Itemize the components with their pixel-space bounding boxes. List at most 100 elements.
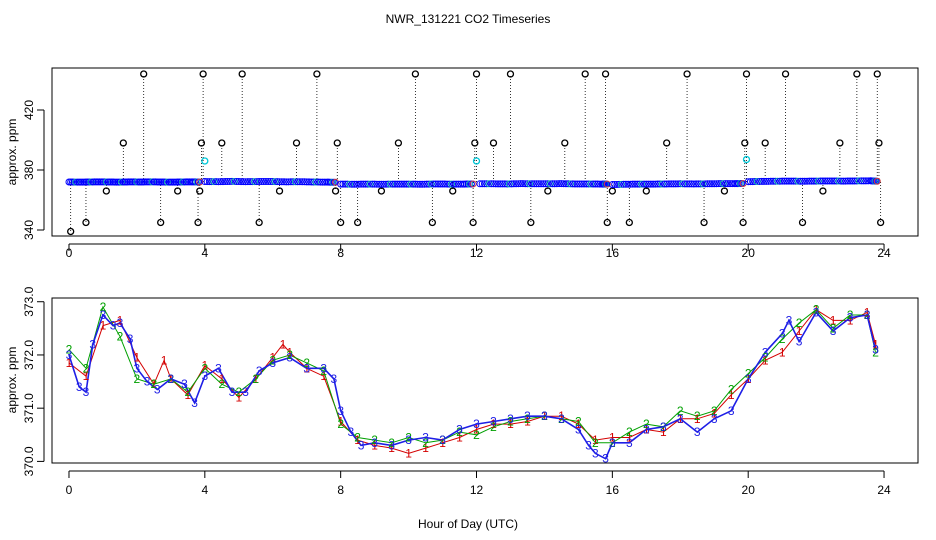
baseline-point: [492, 180, 500, 188]
x-tick-label: 8: [337, 483, 344, 497]
baseline-point: [683, 180, 691, 188]
baseline-point: [573, 180, 581, 188]
series-1-point: 1: [575, 417, 582, 431]
y-tick-label: 372.0: [22, 340, 36, 370]
series-2-point: 2: [286, 348, 293, 362]
baseline-point: [208, 178, 216, 186]
x-tick-label: 16: [606, 483, 620, 497]
series-2-point: 2: [405, 430, 412, 444]
series-2-point: 2: [694, 409, 701, 423]
baseline-point: [414, 180, 422, 188]
baseline-point: [452, 180, 460, 188]
baseline-point: [842, 177, 850, 185]
series-1-point: 1: [507, 417, 514, 431]
baseline-point: [255, 178, 263, 186]
baseline-point: [521, 180, 529, 188]
baseline-point: [566, 180, 574, 188]
series-1-point: 1: [779, 345, 786, 359]
series-2-point: 2: [388, 436, 395, 450]
baseline-point: [669, 180, 677, 188]
baseline-point: [314, 178, 322, 186]
baseline-point: [321, 178, 329, 186]
baseline-point: [510, 180, 518, 188]
series-3-point: 3: [269, 356, 276, 370]
spike-point: [196, 187, 204, 195]
baseline-point: [789, 177, 797, 185]
spike-point: [313, 70, 321, 78]
series-2-point: 2: [558, 412, 565, 426]
series-1-point: 1: [422, 441, 429, 455]
baseline-point: [280, 178, 288, 186]
series-3-point: 3: [127, 332, 134, 346]
baseline-point: [873, 177, 881, 185]
series-1-line: [68, 309, 876, 454]
spike-point: [292, 139, 301, 147]
baseline-point: [708, 180, 716, 188]
spike-point: [489, 139, 498, 147]
top-panel: 0 4 8 12 16 20 24 340 380 420: [22, 67, 919, 260]
baseline-point: [226, 177, 234, 185]
series-2-point: 2: [864, 308, 871, 322]
baseline-point: [629, 180, 637, 188]
baseline-point: [853, 177, 861, 185]
baseline-point: [654, 180, 662, 188]
series-2-point: 2: [456, 425, 463, 439]
baseline-point: [210, 178, 218, 186]
baseline-point: [278, 178, 286, 186]
baseline-point: [235, 178, 243, 186]
baseline-point: [749, 178, 757, 186]
baseline-point: [514, 180, 522, 188]
top-y-axis-label: approx. ppm: [5, 119, 19, 186]
spike-point: [394, 139, 403, 147]
series-1-point: 1: [100, 319, 107, 333]
series-3-point: 3: [745, 372, 752, 386]
baseline-point: [411, 180, 419, 188]
series-3-point: 3: [242, 385, 249, 399]
baseline-point: [476, 180, 484, 188]
spike-point: [82, 218, 90, 227]
baseline-point: [560, 180, 568, 188]
baseline-point: [758, 177, 766, 185]
series-3-point: 3: [456, 422, 463, 436]
baseline-point: [285, 178, 293, 186]
series-2-point: 2: [269, 353, 276, 367]
baseline-point: [692, 180, 700, 188]
baseline-point: [710, 180, 718, 188]
series-2-point: 2: [117, 329, 124, 343]
baseline-point: [651, 180, 659, 188]
baseline-point: [587, 180, 595, 188]
series-1-point: 1: [830, 313, 837, 327]
baseline-point: [517, 180, 525, 188]
spike-point: [197, 139, 206, 147]
baseline-point: [681, 180, 689, 188]
baseline-point: [844, 177, 852, 185]
baseline-point: [436, 180, 444, 188]
series-2-point: 2: [779, 332, 786, 346]
x-tick-label: 12: [470, 483, 484, 497]
series-3-point: 3: [405, 433, 412, 447]
baseline-point: [519, 180, 527, 188]
series-3-point: 3: [144, 375, 151, 389]
baseline-point: [799, 177, 807, 185]
spike-point: [119, 139, 127, 147]
y-tick-label: 420: [22, 100, 36, 120]
series-1-point: 1: [677, 412, 684, 426]
series-1-point: 1: [796, 324, 803, 338]
spike-point: [140, 70, 148, 78]
series-2-point: 2: [371, 433, 378, 447]
spike-point: [603, 218, 611, 227]
baseline-point: [450, 180, 458, 188]
cyan-outlier-point: [742, 155, 751, 164]
baseline-point: [362, 180, 370, 188]
spike-point: [471, 139, 479, 147]
baseline-point: [535, 180, 543, 188]
baseline-point: [289, 178, 297, 186]
series-1-point: 1: [286, 345, 293, 359]
baseline-point: [571, 180, 579, 188]
series-3-point: 3: [286, 351, 293, 365]
series-3-point: 3: [320, 361, 327, 375]
baseline-point: [287, 178, 295, 186]
baseline-point: [380, 180, 388, 188]
baseline-point: [233, 178, 241, 185]
series-3-point: 3: [796, 335, 803, 349]
